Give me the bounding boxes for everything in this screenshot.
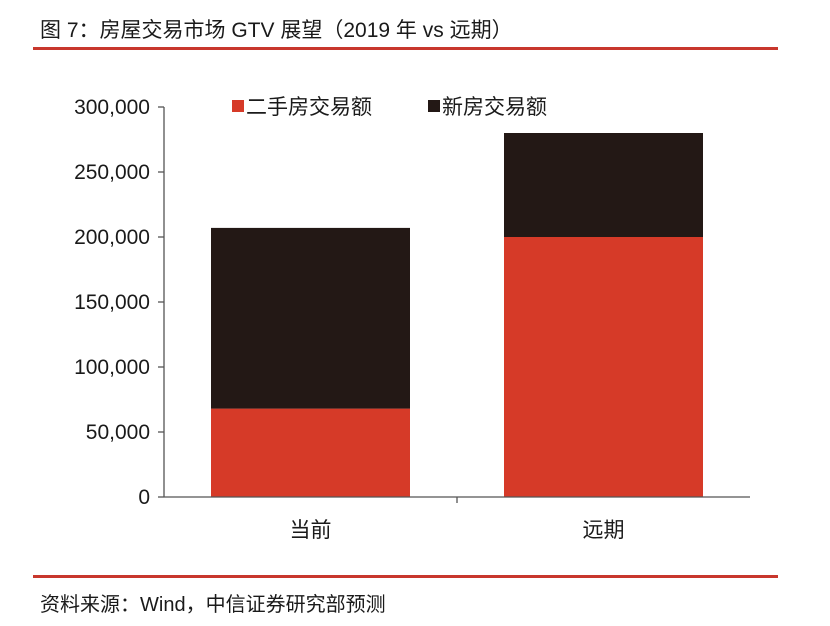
y-tick-label: 50,000 [86,421,150,444]
legend-swatch [428,100,440,112]
bar-second-hand-0 [211,408,410,497]
bar-new-home-1 [504,133,703,237]
y-tick-label: 150,000 [74,291,150,314]
y-tick-label: 0 [138,486,150,509]
source-note: 资料来源：Wind，中信证券研究部预测 [40,594,386,616]
y-tick-label: 300,000 [74,96,150,119]
bar-second-hand-1 [504,237,703,497]
y-tick-label: 200,000 [74,226,150,249]
legend-label: 二手房交易额 [246,96,372,119]
y-tick-label: 100,000 [74,356,150,379]
legend-swatch [232,100,244,112]
title-rule [33,47,778,50]
legend-label: 新房交易额 [442,96,547,119]
y-tick-label: 250,000 [74,161,150,184]
source-rule [33,575,778,578]
x-tick-label: 远期 [583,519,625,542]
x-tick-label: 当前 [290,519,332,542]
bar-new-home-0 [211,227,410,409]
chart-title: 图 7：房屋交易市场 GTV 展望（2019 年 vs 远期） [40,19,513,42]
